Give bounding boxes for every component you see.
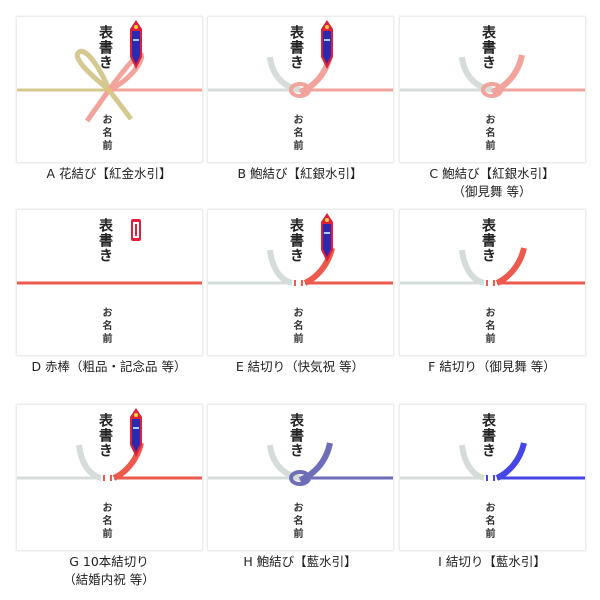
omotegaki-text: 表書き [97,218,113,263]
noshi-option-card[interactable]: 表書き お名前 [17,210,202,355]
mizuhiki-illustration [208,213,393,286]
mizuhiki-illustration [208,20,393,98]
omotegaki-text: 表書き [480,413,496,458]
knot [106,87,112,93]
option-label: D 赤棒（粗品・記念品 等） [9,358,209,376]
awabi-knot [481,82,503,98]
option-label-line: F 結切り（御見舞 等） [428,359,556,374]
option-label: C 鮑結び【紅銀水引】 （御見舞 等） [392,165,592,201]
left-cord-end [267,249,293,286]
cut-ends [486,280,495,286]
option-label-line: H 鮑結び【藍水引】 [243,554,357,569]
option-label: F 結切り（御見舞 等） [392,358,592,376]
option-label-line: E 結切り（快気祝 等） [235,359,365,374]
right-cord-end [495,247,527,286]
left-cord-loop [267,56,301,93]
omotegaki-text: 表書き [288,25,304,70]
option-label-line: I 結切り【藍水引】 [438,554,546,569]
option-label-line: G 10本結切り [69,554,149,569]
awabi-knot [289,82,311,98]
noshi-ornament-icon [130,408,142,457]
noshi-ornament-icon [130,20,142,69]
name-text: お名前 [483,307,494,346]
noshi-option-card[interactable]: 表書き お名前 [208,17,393,162]
noshi-option-card[interactable]: 表書き お名前 [17,405,202,550]
option-label-line: D 赤棒（粗品・記念品 等） [31,359,187,374]
cut-ends [103,475,112,481]
noshi-option-card[interactable]: 表書き お名前 [208,210,393,355]
mizuhiki-illustration [400,247,585,286]
left-bow-loop [74,48,112,92]
option-label: E 結切り（快気祝 等） [200,358,400,376]
omotegaki-text: 表書き [288,413,304,458]
mizuhiki-illustration [17,219,202,285]
noshi-ornament-icon [321,213,333,262]
noshi-option-card[interactable]: 表書き お名前 [208,405,393,550]
option-label-line: C 鮑結び【紅銀水引】 [429,166,555,181]
left-cord-loop [267,444,301,481]
left-cord-end [459,444,485,481]
awabi-knot [289,470,311,486]
left-cord-end [76,444,102,481]
right-cord-loop [490,54,525,95]
right-cord-loop [298,442,333,483]
noshi-option-card[interactable]: 表書き お名前 [400,210,585,355]
option-label: I 結切り【藍水引】 [392,553,592,571]
name-text: お名前 [483,502,494,541]
left-bow-tail [84,88,112,123]
omotegaki-text: 表書き [288,218,304,263]
name-text: お名前 [100,502,111,541]
mizuhiki-illustration [400,54,585,98]
option-label-line: （結婚内祝 等） [63,572,155,587]
name-text: お名前 [291,114,302,153]
omotegaki-text: 表書き [97,413,113,458]
option-label-line: （御見舞 等） [452,184,532,199]
option-label-line: A 花結び【紅金水引】 [46,166,172,181]
name-text: お名前 [100,307,111,346]
left-cord-loop [459,56,493,93]
cut-ends [294,280,303,286]
option-label: B 鮑結び【紅銀水引】 [200,165,400,183]
name-text: お名前 [291,307,302,346]
option-label-line: B 鮑結び【紅銀水引】 [237,166,363,181]
name-text: お名前 [100,114,111,153]
cut-ends [486,475,495,481]
noshi-option-card[interactable]: 表書き お名前 [400,405,585,550]
noshi-stamp-icon [131,219,141,241]
omotegaki-text: 表書き [480,218,496,263]
name-text: お名前 [483,114,494,153]
name-text: お名前 [291,502,302,541]
omotegaki-text: 表書き [480,25,496,70]
mizuhiki-illustration [17,20,202,123]
right-bow-tail [107,88,133,121]
omotegaki-text: 表書き [97,25,113,70]
noshi-option-card[interactable]: 表書き お名前 [17,17,202,162]
mizuhiki-illustration [17,408,202,481]
noshi-option-card[interactable]: 表書き お名前 [400,17,585,162]
mizuhiki-illustration [208,442,393,486]
mizuhiki-illustration [400,442,585,481]
option-label: G 10本結切り （結婚内祝 等） [9,553,209,589]
noshi-ornament-icon [321,20,333,69]
right-cord-end [495,442,527,481]
option-label: A 花結び【紅金水引】 [9,165,209,183]
option-label: H 鮑結び【藍水引】 [200,553,400,571]
left-cord-end [459,249,485,286]
